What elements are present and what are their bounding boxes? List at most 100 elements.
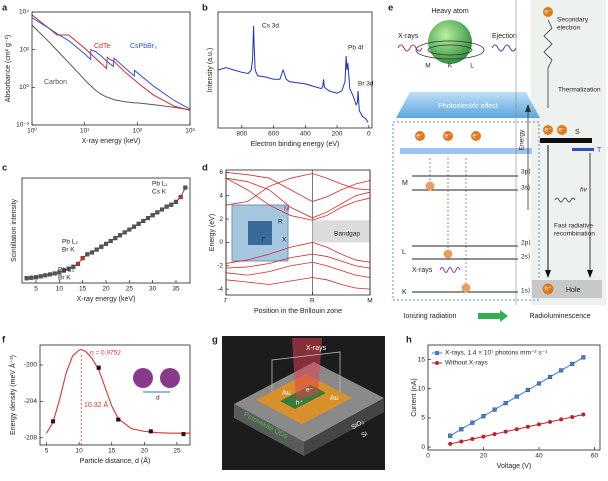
arrowhead [587, 270, 593, 278]
levels [412, 175, 518, 293]
y-tick-label: 4 [219, 192, 223, 199]
x-tick-label: Γ [224, 298, 228, 305]
hole-symbol: h⁺ [296, 400, 304, 407]
annotation: Pb L₃ [58, 267, 74, 274]
shell-label: K [448, 63, 453, 70]
annotation: Pb L₂ [62, 239, 78, 246]
point [43, 273, 48, 278]
y-tick-label: 10² [20, 46, 30, 53]
point [492, 407, 497, 412]
substrate-side [234, 404, 304, 456]
point [525, 424, 530, 429]
panel-g: g X-rays Au Au e⁻ h⁺ Perovskite QDs SiO₂… [212, 335, 385, 470]
x-tick-label: R [310, 298, 315, 305]
legend-marker [435, 351, 439, 355]
annotation: Br 3d [358, 81, 374, 88]
point [503, 401, 508, 406]
orbital-label: 2p⟩ [521, 239, 531, 247]
point [492, 432, 497, 437]
x-tick-label: 25 [126, 286, 134, 293]
legend-label: CsPbBr₃ [130, 43, 157, 50]
legend-label: Carbon [44, 79, 67, 86]
point [470, 437, 475, 442]
legend-label: Without X-rays [445, 360, 488, 367]
electron-symbol: e⁻ [558, 127, 566, 134]
point [148, 429, 153, 434]
annotation: Pb L₁ [152, 181, 168, 188]
y-tick-label: 15 [418, 356, 426, 363]
orbit [415, 40, 485, 60]
x-tick-label: 800 [236, 131, 247, 138]
panel-label: a [2, 3, 8, 14]
point [548, 419, 553, 424]
point [127, 227, 132, 232]
orbital-label: 2s⟩ [521, 253, 531, 261]
y-axis-label: Absorbance (cm² g⁻¹) [5, 35, 12, 103]
xray-wave [397, 44, 423, 52]
annotation: Cs 3d [262, 23, 279, 30]
point [159, 207, 165, 212]
electron-symbol: e⁻ [416, 133, 424, 140]
x-tick-label: 20 [141, 448, 149, 455]
x-tick-label: 20 [102, 286, 110, 293]
x-tick-label: 35 [172, 286, 180, 293]
panel-label: h [406, 335, 412, 346]
point [103, 241, 109, 246]
secondary-label: Secondary [557, 17, 589, 24]
x-axis-label: Electron binding energy (eV) [251, 141, 340, 148]
panel: f 5 10 15 20 25 -200 -204 -208 Particle distance,… [2, 335, 191, 465]
point [481, 434, 486, 439]
plot-frame [217, 11, 373, 129]
point [136, 221, 141, 226]
series-line [32, 14, 190, 111]
secondary-label: electron [557, 25, 581, 32]
x-tick-label: 10² [133, 128, 143, 135]
x-tick-label: 10³ [185, 128, 195, 135]
panel: b 800 600 400 200 0 Electron binding energy (e… [202, 3, 374, 148]
annotation: Γ [262, 237, 266, 244]
y-tick-label: -200 [24, 362, 37, 369]
point [183, 185, 188, 190]
point [559, 368, 564, 373]
recombination-label: recombination [554, 231, 595, 238]
annotation: Br K [58, 275, 71, 282]
point [94, 247, 99, 252]
point [122, 230, 127, 235]
thermalization-path [543, 19, 553, 108]
recombination-label: Fast radiative [554, 223, 593, 230]
point [80, 256, 85, 261]
orbit [427, 44, 473, 56]
electron [557, 125, 567, 135]
xrays-label: X-rays [398, 33, 419, 40]
xrays-label: X-rays [412, 267, 433, 274]
arrow [478, 310, 508, 322]
point [481, 414, 486, 419]
inset-core [248, 221, 272, 245]
y-tick-label: 10⁰ [19, 83, 29, 91]
y-axis-label: Current (nA) [411, 378, 418, 417]
x-tick-label: 20 [480, 453, 488, 460]
y-tick-label: -208 [24, 434, 37, 441]
y-tick-label: -2 [217, 263, 223, 270]
bandgap-region [312, 220, 370, 243]
point [581, 412, 586, 417]
panel-e: e Heavy atom X-rays Ejection M K L Photo… [388, 0, 606, 322]
point [548, 374, 553, 380]
point [155, 210, 160, 215]
panel: c 5 10 15 20 25 30 35 X-ray energy (keV) Scintill… [2, 163, 191, 303]
point [66, 266, 71, 271]
point [141, 218, 146, 224]
photon-label: hν [580, 187, 588, 194]
point [99, 244, 104, 249]
x-tick-label: 30 [149, 286, 157, 293]
y-axis-label: Energy (eV) [209, 214, 216, 251]
point [150, 213, 155, 218]
point [116, 417, 121, 422]
electron [471, 131, 481, 141]
orbital-label: 3s⟩ [521, 184, 531, 192]
x-axis-label: X-ray energy (keV) [82, 138, 141, 145]
y-tick-label: 10 [418, 385, 426, 392]
radioluminescence-label: Radioluminescence [529, 313, 590, 320]
